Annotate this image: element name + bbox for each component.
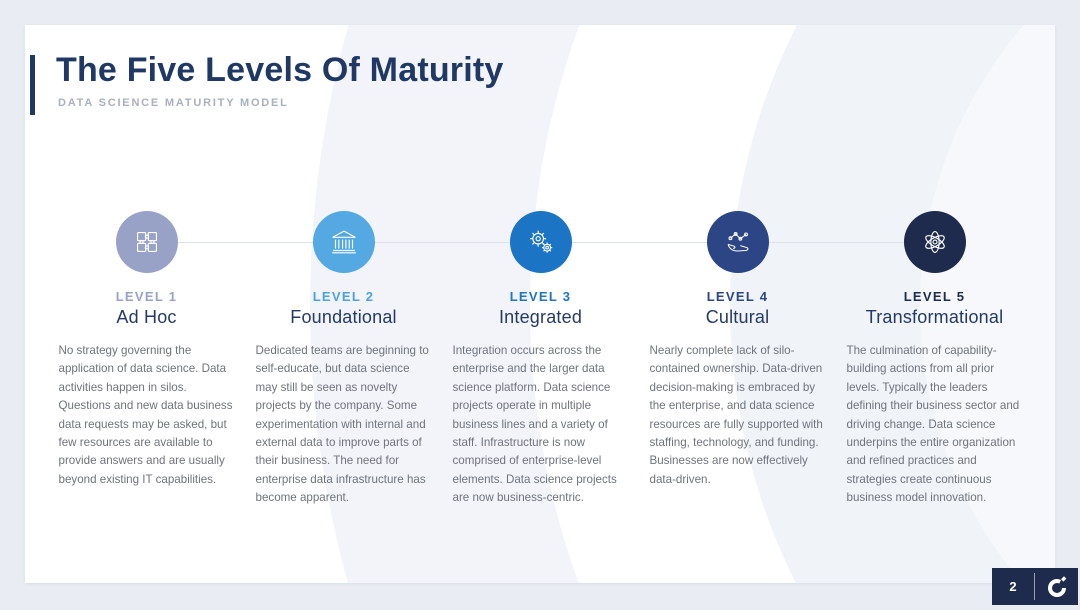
level-5-label: LEVEL 5 (903, 289, 966, 304)
level-5-circle (903, 211, 966, 273)
gears-icon (524, 225, 558, 259)
level-column-3: LEVEL 3 Integrated Integration occurs ac… (442, 211, 639, 508)
hand-data-icon (721, 225, 755, 259)
level-2-name: Foundational (290, 307, 397, 327)
slide: The Five Levels Of Maturity DATA SCIENCE… (25, 25, 1055, 583)
maturity-levels-row: LEVEL 1 Ad Hoc No strategy governing the… (48, 211, 1033, 508)
page-number: 2 (1009, 579, 1017, 594)
level-1-label: LEVEL 1 (115, 289, 178, 304)
level-4-name: Cultural (705, 307, 770, 327)
page-title: The Five Levels Of Maturity (56, 51, 504, 89)
bank-icon (327, 225, 361, 259)
brand-logo-icon (1035, 575, 1078, 599)
level-5-name: Transformational (865, 307, 1004, 327)
level-3-circle (509, 211, 572, 273)
level-4-label: LEVEL 4 (706, 289, 769, 304)
level-1-name: Ad Hoc (116, 307, 177, 327)
level-5-description: The culmination of capability-building a… (846, 344, 1020, 505)
level-column-4: LEVEL 4 Cultural Nearly complete lack of… (639, 211, 836, 508)
level-column-1: LEVEL 1 Ad Hoc No strategy governing the… (48, 211, 245, 508)
level-2-circle (312, 211, 375, 273)
level-column-5: LEVEL 5 Transformational The culmination… (836, 211, 1033, 508)
level-3-description: Integration occurs across the enterprise… (452, 344, 617, 505)
title-accent-bar (30, 55, 35, 115)
level-3-label: LEVEL 3 (509, 289, 572, 304)
level-2-description: Dedicated teams are beginning to self-ed… (255, 344, 429, 505)
footer-divider (1034, 573, 1035, 600)
atom-icon (918, 225, 952, 259)
level-1-description: No strategy governing the application of… (58, 344, 233, 486)
footer-badge: 2 (992, 568, 1078, 605)
level-column-2: LEVEL 2 Foundational Dedicated teams are… (245, 211, 442, 508)
level-4-circle (706, 211, 769, 273)
puzzle-icon (130, 225, 164, 259)
level-4-description: Nearly complete lack of silo-contained o… (649, 344, 823, 486)
level-1-circle (115, 211, 178, 273)
page-subtitle: DATA SCIENCE MATURITY MODEL (58, 97, 289, 109)
level-2-label: LEVEL 2 (312, 289, 375, 304)
level-3-name: Integrated (498, 307, 583, 327)
